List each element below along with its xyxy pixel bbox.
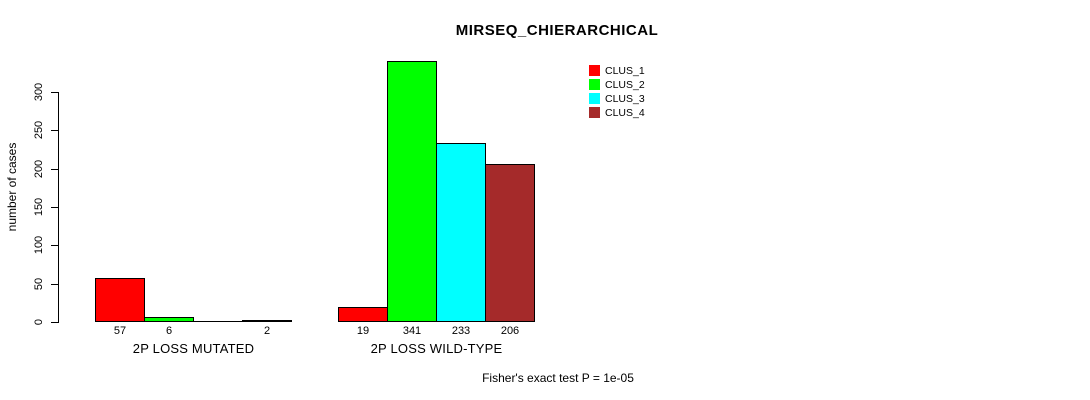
chart-title: MIRSEQ_CHIERARCHICAL [455,22,659,39]
bar-clus_3 [436,143,486,322]
bar-clus_4 [242,320,292,322]
bar-value-label: 341 [402,325,422,337]
y-tick-label-250: 250 [33,120,45,140]
fisher-test-note: Fisher's exact test P = 1e-05 [482,371,634,385]
bar-value-label: 57 [113,325,127,337]
y-tick-label-300: 300 [33,82,45,102]
bar-clus_1 [95,278,145,322]
bar-clus_3 [193,321,243,322]
y-axis-line [58,92,59,323]
bar-value-label: 206 [500,325,520,337]
y-tick-mark-150 [51,207,58,208]
y-tick-mark-200 [51,169,58,170]
legend-label: CLUS_2 [605,78,645,91]
y-tick-mark-0 [51,322,58,323]
legend-label: CLUS_3 [605,92,645,105]
y-tick-label-100: 100 [33,235,45,255]
legend-swatch-clus_4 [589,107,600,118]
y-tick-label-0: 0 [33,318,45,326]
bar-value-label: 19 [356,325,370,337]
bar-value-label: 6 [165,325,173,337]
y-tick-mark-250 [51,130,58,131]
y-tick-mark-50 [51,284,58,285]
legend-swatch-clus_3 [589,93,600,104]
y-axis-title: number of cases [5,142,19,232]
y-tick-mark-100 [51,245,58,246]
bar-clus_2 [387,61,437,322]
legend-item-clus_3: CLUS_3 [589,92,645,105]
legend-label: CLUS_4 [605,106,645,119]
y-tick-label-50: 50 [33,277,45,291]
legend-label: CLUS_1 [605,64,645,77]
y-tick-label-200: 200 [33,159,45,179]
legend-item-clus_1: CLUS_1 [589,64,645,77]
legend-item-clus_2: CLUS_2 [589,78,645,91]
legend: CLUS_1 CLUS_2 CLUS_3 CLUS_4 [589,64,645,120]
bar-value-label: 233 [451,325,471,337]
legend-item-clus_4: CLUS_4 [589,106,645,119]
bar-clus_4 [485,164,535,322]
bar-clus_1 [338,307,388,322]
group-label: 2P LOSS MUTATED [132,341,255,356]
y-tick-mark-300 [51,92,58,93]
bar-clus_2 [144,317,194,322]
bar-value-label: 2 [263,325,271,337]
legend-swatch-clus_1 [589,65,600,76]
legend-swatch-clus_2 [589,79,600,90]
y-tick-label-150: 150 [33,197,45,217]
group-label: 2P LOSS WILD-TYPE [370,341,503,356]
